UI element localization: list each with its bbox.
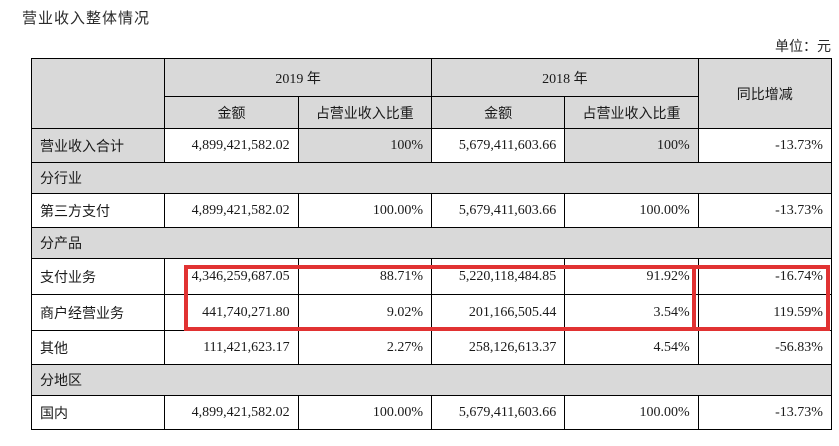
amount-2018-cell: 201,166,505.44 [430,294,566,331]
header-amount-2019: 金额 [164,96,299,129]
header-share-2019: 占营业收入比重 [297,96,432,129]
header-year-2019: 2019 年 [164,58,432,97]
share-2018-cell: 100% [564,128,699,163]
amount-2018-cell: 5,679,411,603.66 [430,128,566,163]
amount-2018-cell: 5,679,411,603.66 [430,395,566,430]
amount-2019-cell: 4,899,421,582.02 [164,128,299,163]
share-2019-cell: 2.27% [297,330,432,365]
share-2019-cell: 100.00% [297,193,432,228]
yoy-cell: -56.83% [697,330,832,365]
yoy-cell: 119.59% [697,294,832,331]
table-row-domestic: 国内 4,899,421,582.02 100.00% 5,679,411,60… [30,395,832,430]
section-row-by-region: 分地区 [31,364,832,396]
section-label: 分产品 [31,227,832,259]
amount-2019-cell: 4,899,421,582.02 [164,395,299,430]
amount-2018-cell: 5,220,118,484.85 [430,258,566,295]
header-row-measures: 金额 占营业收入比重 金额 占营业收入比重 [32,96,832,129]
header-share-2018: 占营业收入比重 [564,96,699,129]
table-row-other: 其他 111,421,623.17 2.27% 258,126,613.37 4… [30,330,832,365]
header-yoy: 同比增减 [697,58,832,129]
share-2018-cell: 3.54% [564,294,699,331]
share-2019-cell: 9.02% [297,294,432,331]
unit-label: 单位：元 [775,40,831,55]
yoy-cell: -13.73% [697,395,832,430]
yoy-cell: -13.73% [697,128,832,163]
amount-2018-cell: 5,679,411,603.66 [430,193,566,228]
amount-2019-cell: 4,899,421,582.02 [164,193,299,228]
share-2018-cell: 91.92% [564,258,699,295]
header-row-years: 2019 年 2018 年 同比增减 [30,58,832,129]
yoy-cell: -16.74% [697,258,832,295]
row-label: 第三方支付 [30,193,166,228]
share-2018-cell: 4.54% [564,330,699,365]
amount-2019-cell: 111,421,623.17 [164,330,299,365]
section-label: 分行业 [31,162,832,194]
row-label: 支付业务 [30,258,166,295]
share-2018-cell: 100.00% [564,395,699,430]
amount-2019-cell: 441,740,271.80 [164,294,299,331]
yoy-cell: -13.73% [697,193,832,228]
table-row-third-party-payment: 第三方支付 4,899,421,582.02 100.00% 5,679,411… [30,193,832,228]
share-2019-cell: 100% [297,128,432,163]
share-2019-cell: 88.71% [297,258,432,295]
table-row-merchant-business: 商户经营业务 441,740,271.80 9.02% 201,166,505.… [30,294,832,331]
header-year-2018: 2018 年 [430,58,699,97]
row-label: 其他 [30,330,166,365]
header-amount-2018: 金额 [430,96,566,129]
table-row-payment-business: 支付业务 4,346,259,687.05 88.71% 5,220,118,4… [30,258,832,295]
amount-2019-cell: 4,346,259,687.05 [164,258,299,295]
section-label: 分地区 [31,364,832,396]
section-row-by-industry: 分行业 [31,162,832,194]
revenue-table: 2019 年 2018 年 同比增减 金额 占营业收入比重 金额 占营业收入比重… [30,58,832,430]
row-label: 商户经营业务 [30,294,166,331]
row-label: 营业收入合计 [30,128,166,163]
amount-2018-cell: 258,126,613.37 [430,330,566,365]
section-row-by-product: 分产品 [31,227,832,259]
table-row-total-revenue: 营业收入合计 4,899,421,582.02 100% 5,679,411,6… [30,128,832,163]
header-empty-cell [30,58,166,129]
page-title: 营业收入整体情况 [22,11,151,27]
share-2019-cell: 100.00% [297,395,432,430]
row-label: 国内 [30,395,166,430]
share-2018-cell: 100.00% [564,193,699,228]
